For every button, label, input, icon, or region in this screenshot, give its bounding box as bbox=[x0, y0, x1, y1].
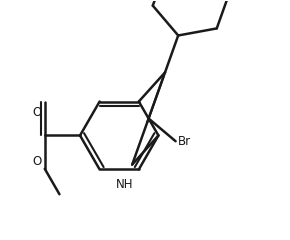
Text: NH: NH bbox=[116, 178, 134, 192]
Text: O: O bbox=[32, 155, 42, 168]
Text: O: O bbox=[32, 106, 42, 119]
Text: Br: Br bbox=[178, 135, 191, 148]
